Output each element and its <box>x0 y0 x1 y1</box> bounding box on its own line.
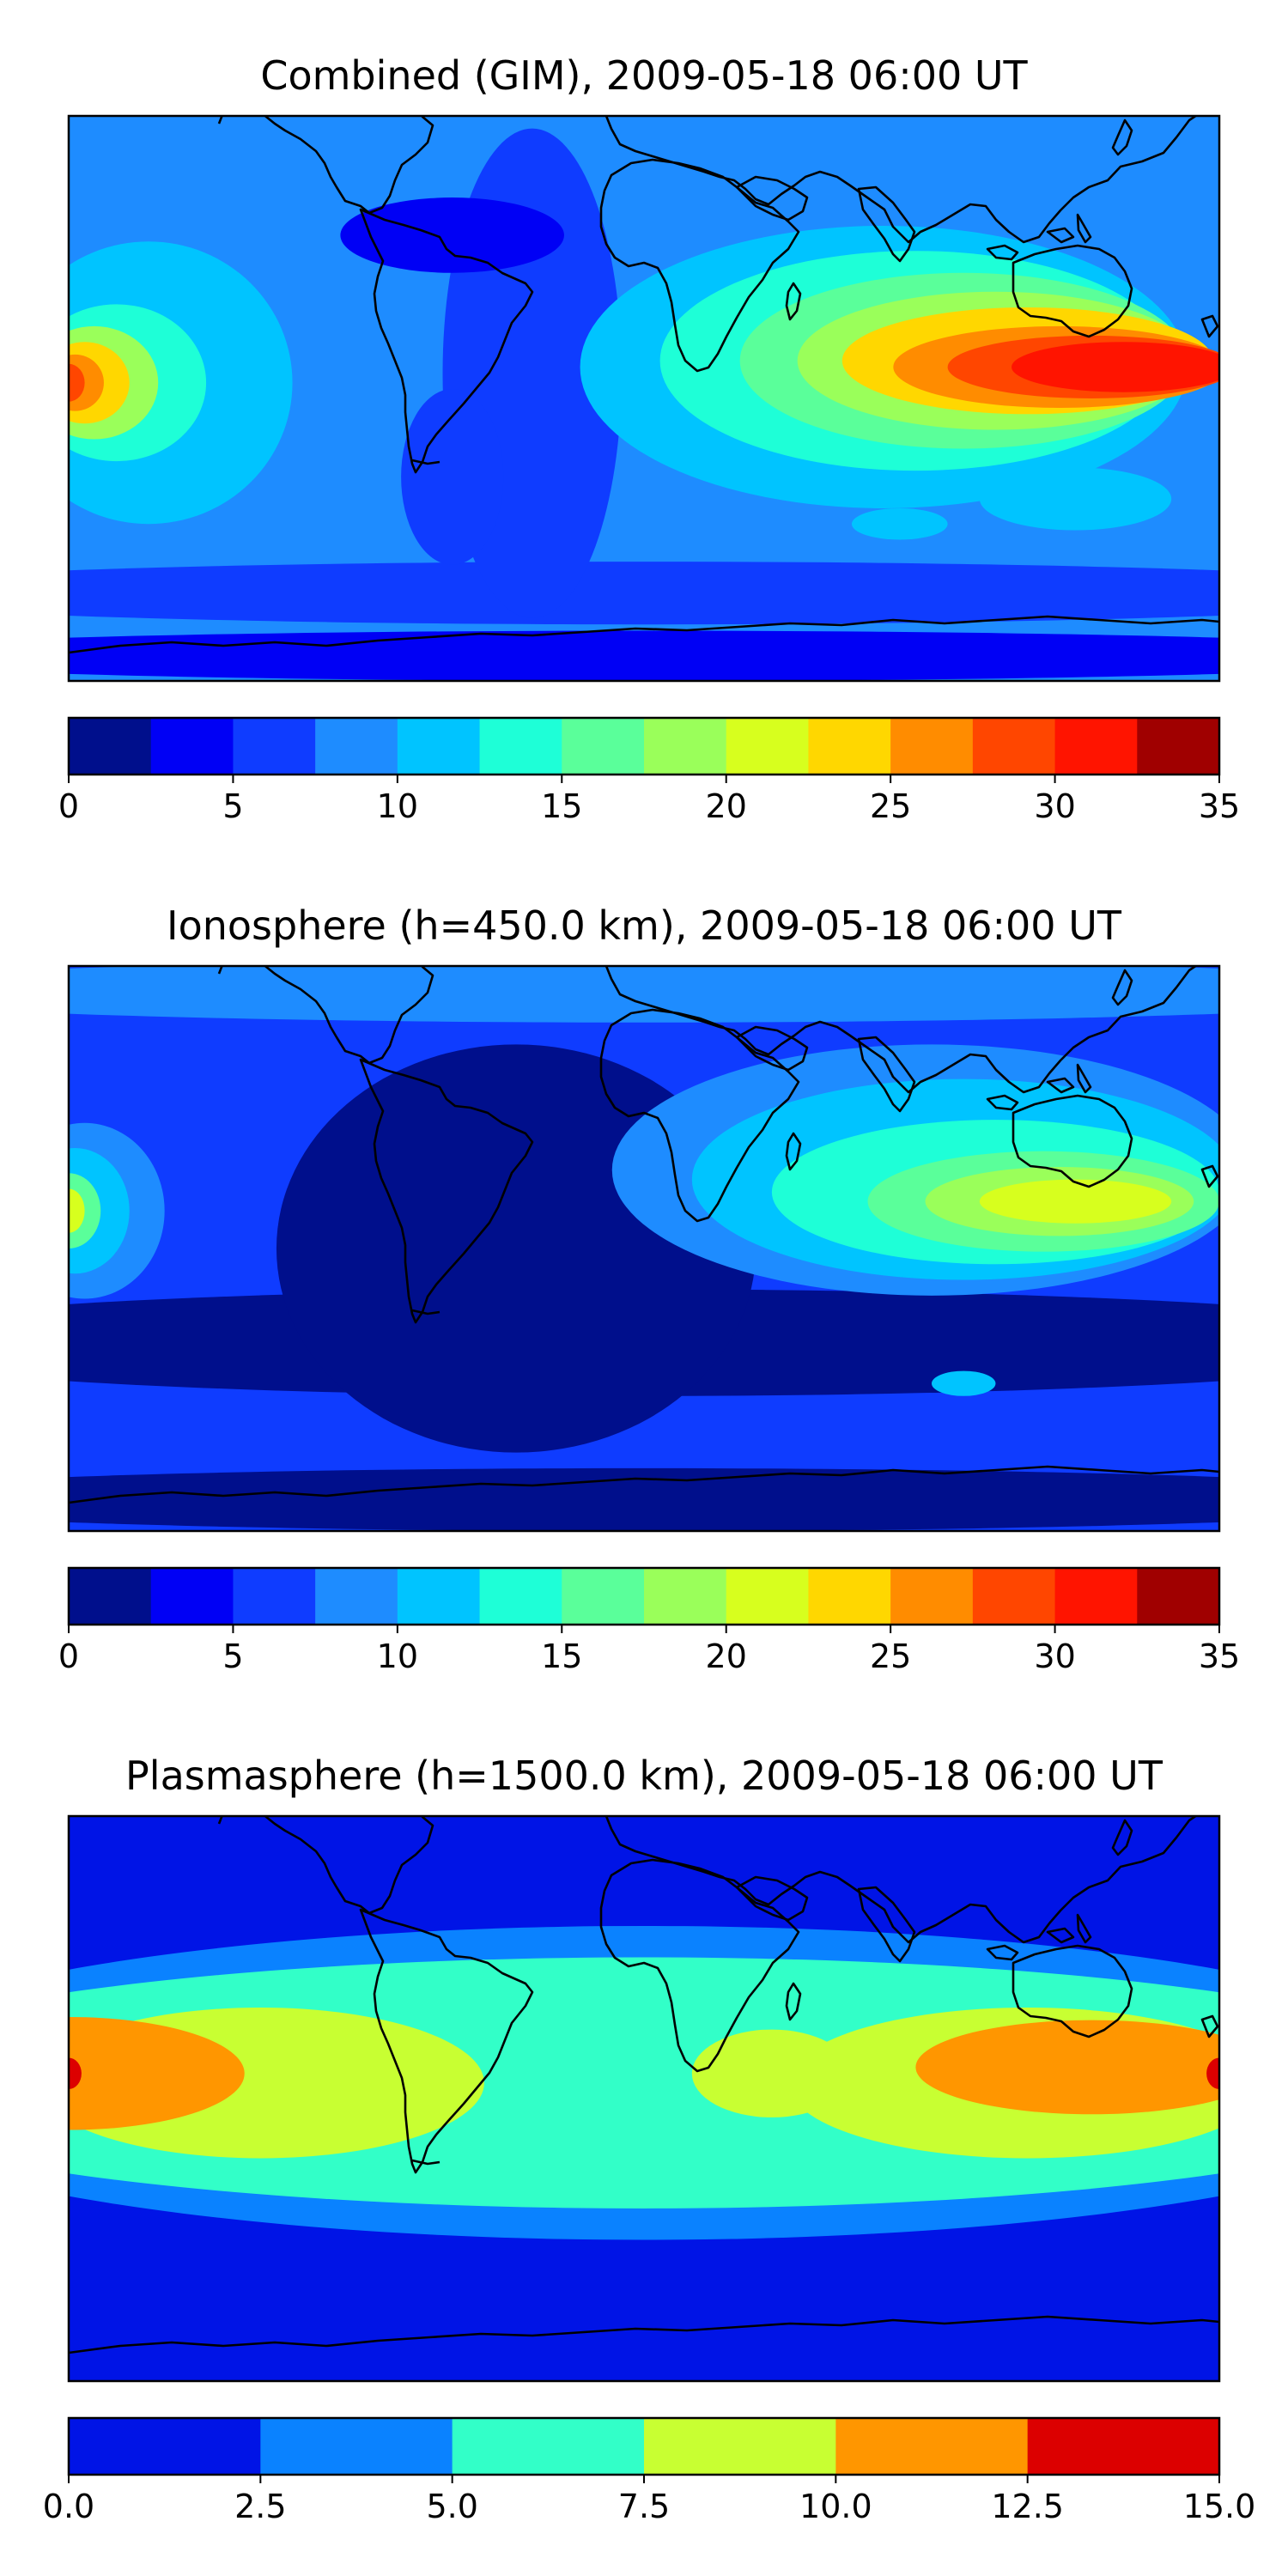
colorbar-segment <box>69 1568 152 1625</box>
colorbar-segment <box>562 718 645 775</box>
contour-south-america-low <box>401 389 504 565</box>
panel-title: Combined (GIM), 2009-05-18 06:00 UT <box>260 52 1028 99</box>
colorbar-segment <box>644 2418 836 2475</box>
colorbar-segment <box>562 1568 645 1625</box>
contour-south-polar-band <box>69 630 1219 681</box>
colorbar-frame <box>67 1566 1221 1626</box>
colorbar-segment <box>150 1568 234 1625</box>
contour-north-polar-cap <box>69 966 1219 1023</box>
colorbar-segment <box>1054 718 1138 775</box>
colorbar-tick-label: 0 <box>58 787 79 825</box>
contour-south-polar-band <box>69 1467 1219 1531</box>
colorbar-tick-label: 20 <box>706 1637 747 1675</box>
map-field <box>69 1816 1219 2381</box>
colorbar-segment <box>972 1568 1056 1625</box>
contour-pacific-orange <box>69 2016 245 2130</box>
colorbar-tick-label: 25 <box>870 1637 911 1675</box>
panel-title: Ionosphere (h=450.0 km), 2009-05-18 06:0… <box>167 902 1122 949</box>
colorbar-segment <box>315 718 398 775</box>
colorbar-tick-label: 2.5 <box>234 2488 286 2525</box>
colorbar-segment <box>644 718 727 775</box>
colorbar-segment <box>233 718 316 775</box>
contour-canada-low <box>340 197 564 273</box>
colorbar: 0 5 10 15 20 25 30 35 <box>58 1566 1240 1675</box>
colorbar-segment <box>69 2418 261 2475</box>
contour-asian-crest <box>979 1179 1172 1224</box>
colorbar-segment <box>835 2418 1029 2475</box>
colorbar-tick-label: 35 <box>1199 1637 1240 1675</box>
colorbar-segment <box>890 718 974 775</box>
colorbar-segment <box>397 1568 481 1625</box>
colorbar: 0 5 10 15 20 25 30 35 <box>58 716 1240 825</box>
colorbar-segment <box>315 1568 398 1625</box>
colorbar-segment <box>150 718 234 775</box>
map-frame <box>67 1814 1221 2383</box>
colorbar-tick-label: 5 <box>222 1637 243 1675</box>
map-frame <box>67 114 1221 683</box>
colorbar-segment <box>726 718 809 775</box>
colorbar-tick-label: 20 <box>706 787 747 825</box>
map-field <box>69 116 1219 681</box>
colorbar-tick-label: 15 <box>541 1637 582 1675</box>
panel-2: Ionosphere (h=450.0 km), 2009-05-18 06:0… <box>58 902 1240 1675</box>
colorbar-tick-label: 30 <box>1034 787 1075 825</box>
contour-dateline-max-east <box>1206 2057 1219 2090</box>
colorbar-tick-label: 5 <box>222 787 243 825</box>
colorbar-segment <box>1137 718 1220 775</box>
panel-1: Combined (GIM), 2009-05-18 06:00 UT 0 5 10 1… <box>58 52 1240 825</box>
colorbar-segment <box>452 2418 645 2475</box>
colorbar-tick-label: 5.0 <box>426 2488 477 2525</box>
colorbar-segment <box>1054 1568 1138 1625</box>
contour-east-pacific-crest <box>69 363 85 402</box>
contour-asia-orange <box>915 2020 1219 2115</box>
colorbar-segment <box>479 1568 562 1625</box>
colorbar-segment <box>260 2418 453 2475</box>
colorbar-segment <box>233 1568 316 1625</box>
colorbar-tick-label: 7.5 <box>618 2488 670 2525</box>
panel-3: Plasmasphere (h=1500.0 km), 2009-05-18 0… <box>43 1753 1256 2525</box>
colorbar-tick-label: 10.0 <box>799 2488 872 2525</box>
colorbar-frame <box>67 716 1221 776</box>
contour-east-pacific-crest <box>69 1188 85 1233</box>
colorbar-tick-label: 0.0 <box>43 2488 94 2525</box>
colorbar-segment <box>479 718 562 775</box>
colorbar-tick-label: 15.0 <box>1183 2488 1256 2525</box>
contour-south-indian-patch <box>932 1370 996 1396</box>
colorbar-segment <box>1027 2418 1220 2475</box>
colorbar-tick-label: 10 <box>377 1637 418 1675</box>
colorbar-tick-label: 10 <box>377 787 418 825</box>
contour-south-mid-band <box>69 562 1219 625</box>
colorbar-segment <box>397 718 481 775</box>
contour-south-indian-patch <box>851 507 948 540</box>
colorbar-segment <box>808 1568 891 1625</box>
colorbar-tick-label: 30 <box>1034 1637 1075 1675</box>
map-frame <box>67 964 1221 1533</box>
colorbar-segment <box>972 718 1056 775</box>
contour-australia-patch <box>979 467 1172 531</box>
panel-title: Plasmasphere (h=1500.0 km), 2009-05-18 0… <box>125 1753 1163 1799</box>
colorbar: 0.0 2.5 5.0 7.5 10.0 12.5 15.0 <box>43 2416 1256 2525</box>
colorbar-tick-label: 12.5 <box>991 2488 1064 2525</box>
colorbar-segment <box>69 718 152 775</box>
colorbar-tick-label: 0 <box>58 1637 79 1675</box>
colorbar-segment <box>808 718 891 775</box>
colorbar-tick-label: 25 <box>870 787 911 825</box>
colorbar-tick-label: 35 <box>1199 787 1240 825</box>
map-field <box>69 966 1219 1531</box>
colorbar-segment <box>1137 1568 1220 1625</box>
contour-dateline-max-west <box>69 2057 82 2090</box>
colorbar-segment <box>644 1568 727 1625</box>
colorbar-tick-label: 15 <box>541 787 582 825</box>
contour-asian-crest <box>1012 342 1219 392</box>
colorbar-segment <box>726 1568 809 1625</box>
colorbar-segment <box>890 1568 974 1625</box>
